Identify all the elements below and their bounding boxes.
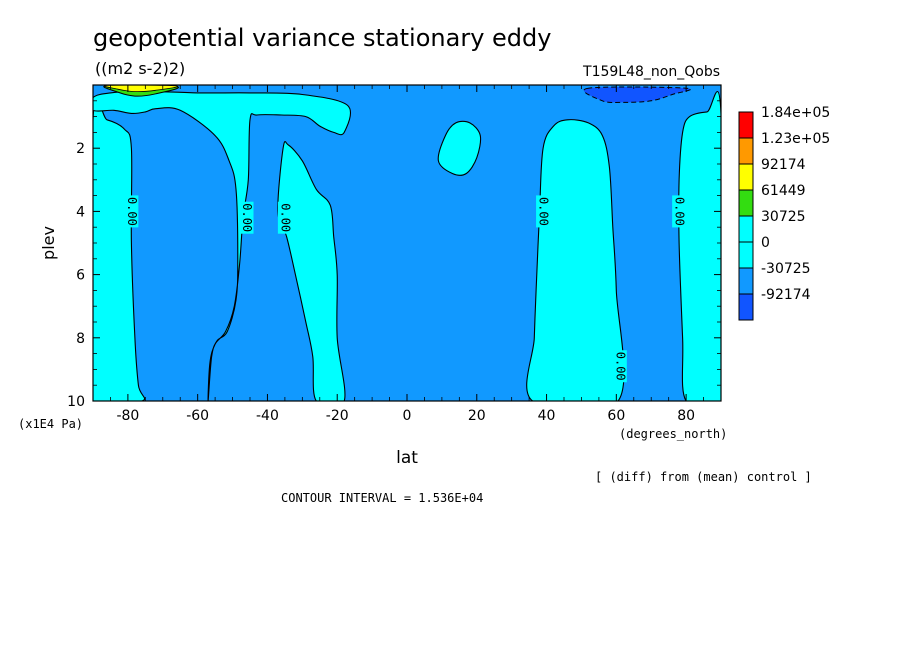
x-tick-label: 40 (538, 408, 556, 424)
contour-label: 0.00 (125, 197, 139, 226)
contour-label: 0.00 (240, 203, 254, 232)
x-tick-label: -80 (116, 408, 139, 424)
plot-area: 0.00 0.00 0.00 0.00 0.000.00 -80 -60 -40 -20 0 20… (67, 84, 722, 424)
colorbar-label: 1.23e+05 (761, 131, 830, 147)
colorbar-swatch (738, 137, 754, 165)
colorbar-swatch (738, 267, 754, 295)
y-tick-label: 8 (76, 331, 85, 347)
positive-region-subtropical-tongue (277, 141, 346, 401)
run-label: T159L48_non_Qobs (582, 64, 720, 80)
y-tick-label: 2 (76, 141, 85, 157)
x-tick-label: -40 (256, 408, 279, 424)
x-tick-label: -60 (186, 408, 209, 424)
contour-label-bg (672, 195, 687, 228)
colorbar-swatch (738, 293, 754, 321)
colorbar-label: 30725 (761, 209, 806, 225)
contour-label-bg (536, 195, 551, 228)
contour-label-bg (277, 201, 292, 234)
x-tick-label: 80 (677, 408, 695, 424)
x-axis-label: lat (396, 448, 418, 468)
contour-label: 0.00 (673, 197, 687, 226)
colorbar-swatch (738, 215, 754, 243)
colorbar-label: -92174 (761, 287, 811, 303)
colorbar-label: -30725 (761, 261, 811, 277)
negative-feature-north-polar-upper-low (583, 86, 692, 104)
axis-ticks: -80 -60 -40 -20 0 20 40 60 80 2 4 6 8 10 (67, 85, 722, 424)
x-tick-label: 20 (468, 408, 486, 424)
x-tick-label: 0 (403, 408, 412, 424)
contour-field (93, 85, 721, 401)
x-axis-units: (degrees_north) (619, 427, 727, 441)
colorbar-swatch (738, 241, 754, 269)
contour-label-bg (239, 201, 254, 234)
colorbar-swatch (738, 163, 754, 191)
x-tick-label: 60 (607, 408, 625, 424)
y-tick-label: 10 (67, 394, 85, 410)
colorbar-swatch (738, 189, 754, 217)
colorbar-label: 92174 (761, 157, 806, 173)
units-label: ((m2 s-2)2) (95, 59, 185, 78)
y-tick-label: 4 (76, 204, 85, 220)
y-tick-label: 6 (76, 268, 85, 284)
colorbar-legend: 1.84e+05 1.23e+05 92174 61449 30725 0 -30725 -9… (738, 105, 830, 321)
contour-label-bg (124, 195, 139, 228)
contour-interval: CONTOUR INTERVAL = 1.536E+04 (281, 491, 483, 505)
contour-label: 0.00 (278, 203, 292, 232)
y-axis-units: (x1E4 Pa) (18, 417, 83, 431)
positive-region-equatorial-patch (437, 120, 482, 176)
contour-label: 0.00 (613, 352, 627, 381)
contour-labels: 0.00 0.00 0.00 0.00 0.00 0.00 (124, 195, 687, 383)
colorbar-label: 61449 (761, 183, 806, 199)
colorbar-label: 1.84e+05 (761, 105, 830, 121)
positive-region-north-polar-band (678, 91, 721, 401)
x-tick-label: -20 (326, 408, 349, 424)
chart-title: geopotential variance stationary eddy (93, 24, 551, 52)
contour-label-bg (612, 350, 627, 383)
colorbar-swatch (738, 111, 754, 139)
positive-region-northern-midlat-band (526, 119, 625, 401)
positive-region-south-polar-band (93, 98, 146, 401)
contour-label: 0.00 (537, 197, 551, 226)
comparison-note: [ (diff) from (mean) control ] (595, 470, 812, 484)
y-axis-label: plev (39, 226, 58, 260)
colorbar-label: 0 (761, 235, 770, 251)
